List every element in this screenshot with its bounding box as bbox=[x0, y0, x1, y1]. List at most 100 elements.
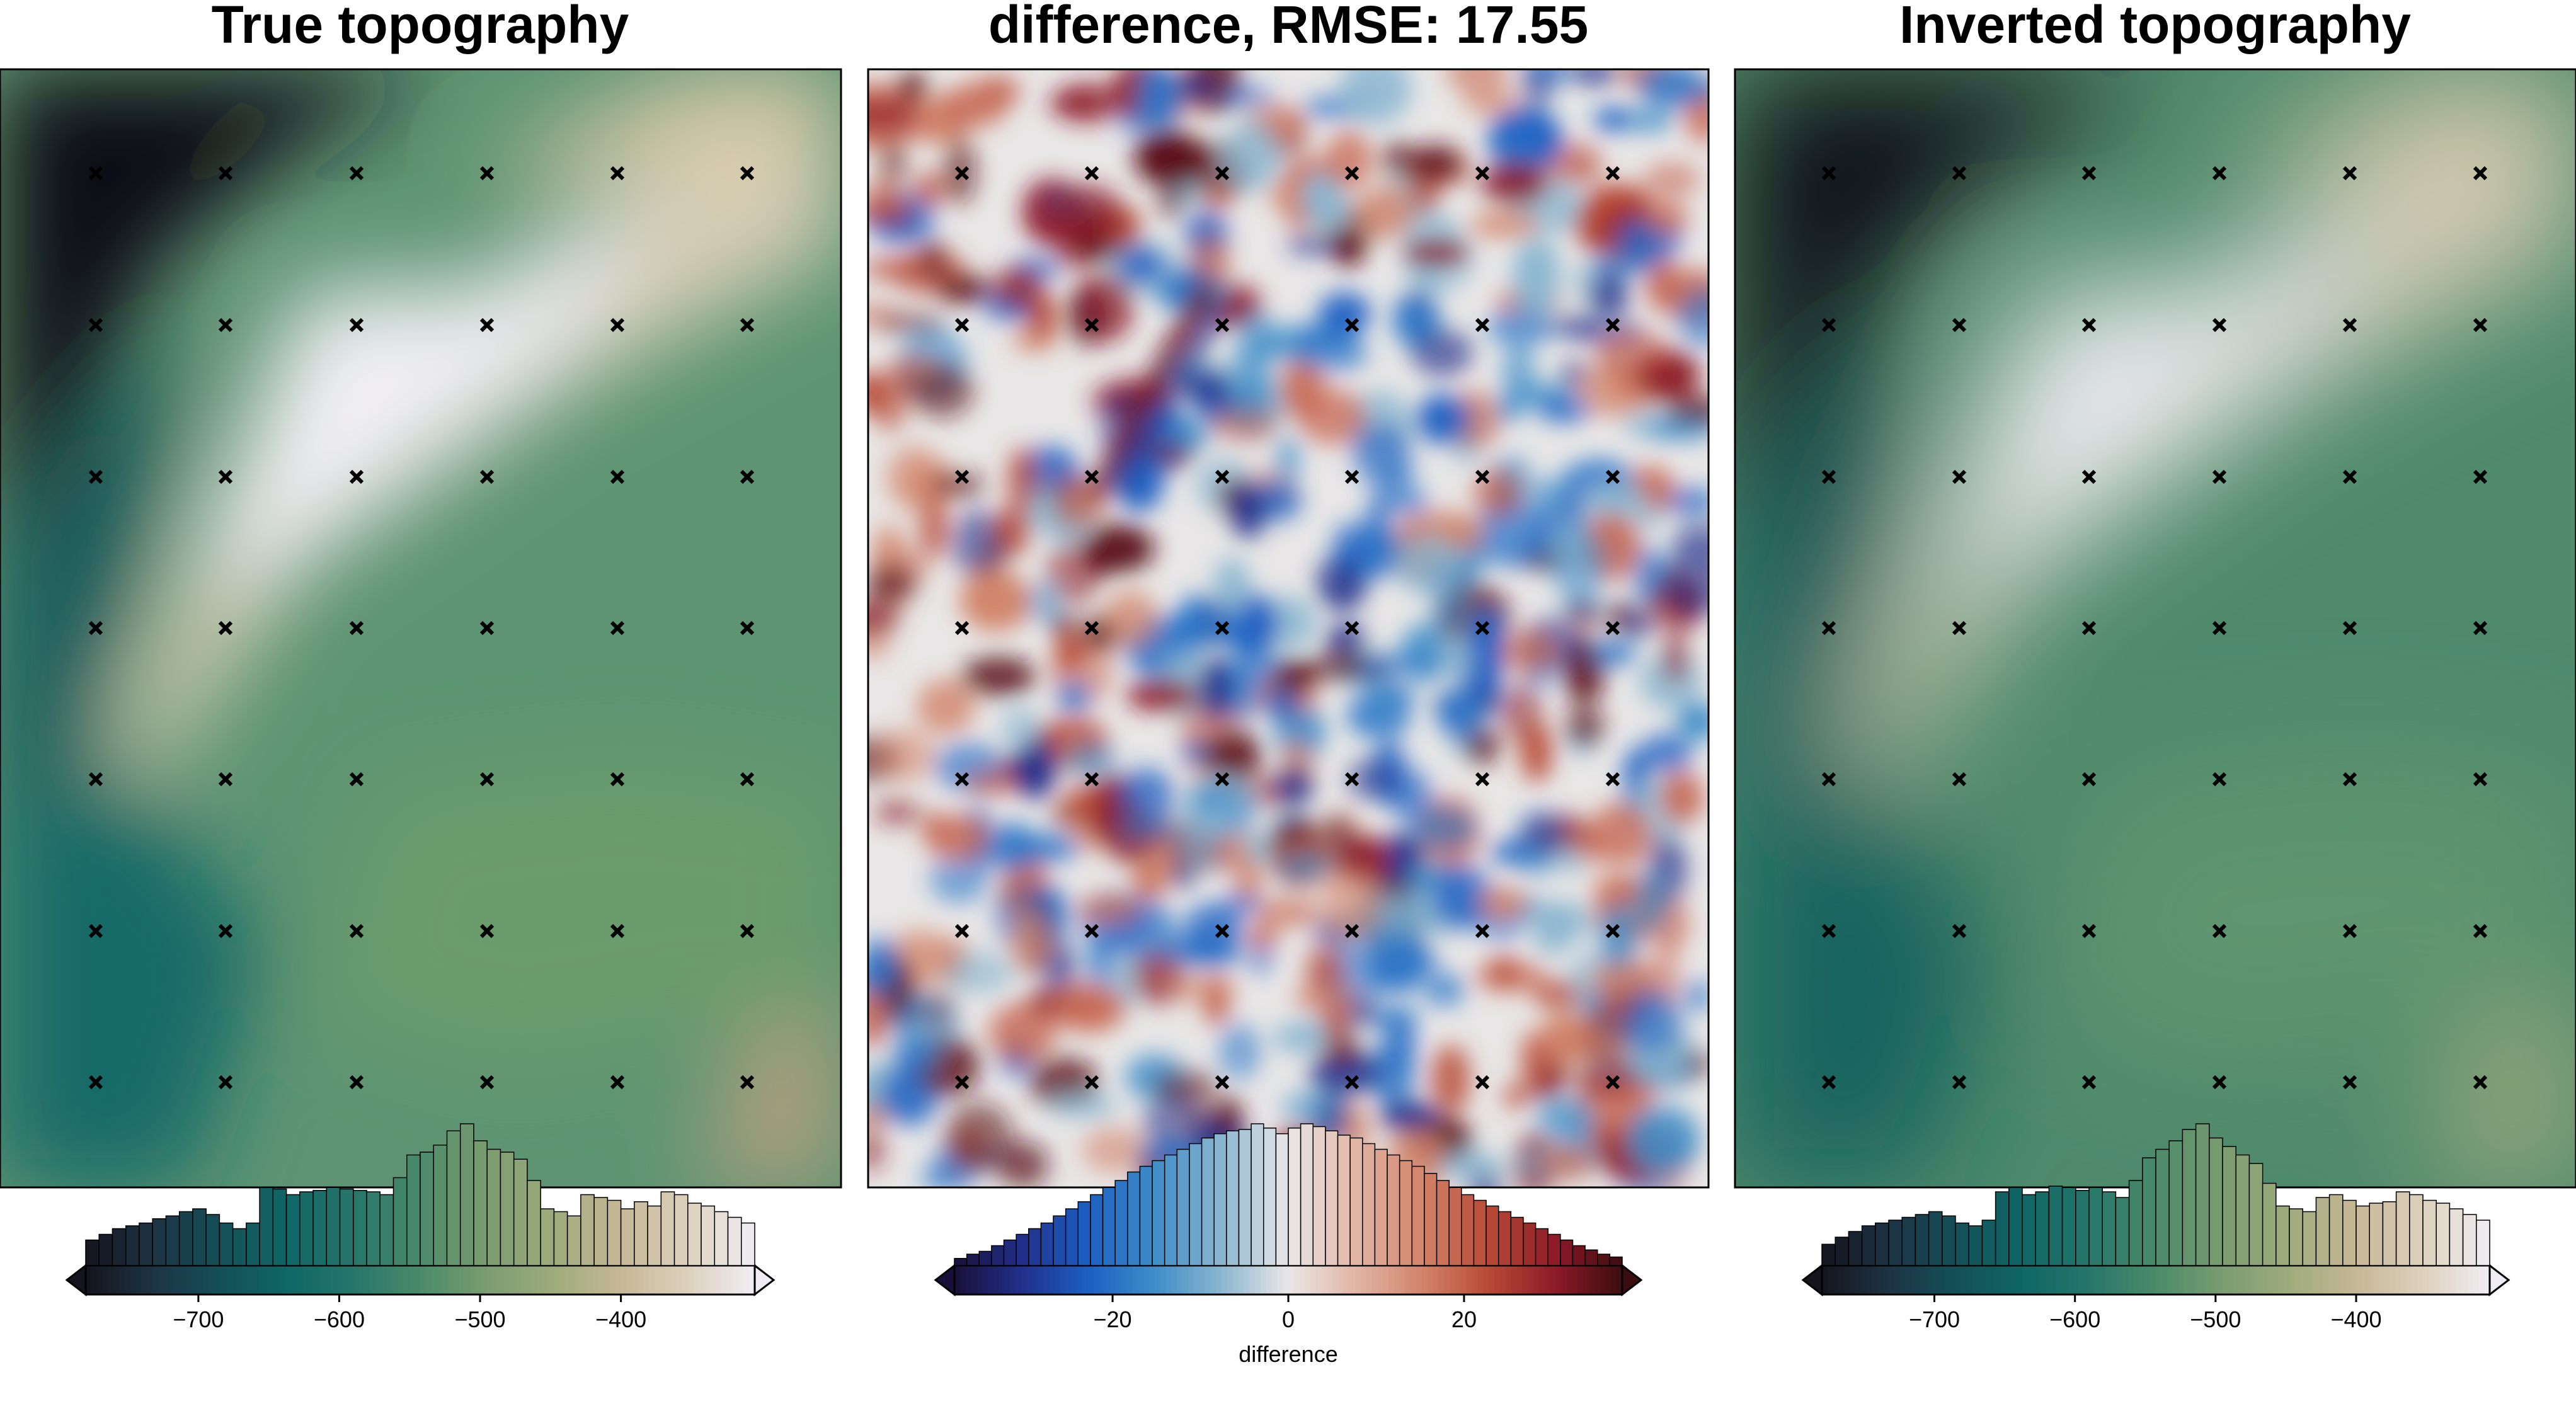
histogram-bar bbox=[966, 1254, 980, 1266]
colorbar-swatch bbox=[2089, 1266, 2095, 1295]
colorbar-swatch bbox=[2445, 1266, 2452, 1295]
colorbar-swatch bbox=[2306, 1266, 2313, 1295]
histogram-bar bbox=[1262, 1128, 1277, 1266]
colorbar-swatch bbox=[219, 1266, 226, 1295]
histogram-bar bbox=[673, 1194, 689, 1266]
colorbar-swatch bbox=[1288, 1266, 1295, 1295]
colorbar-swatch bbox=[554, 1266, 561, 1295]
colorbar-swatch bbox=[353, 1266, 360, 1295]
histogram-bar bbox=[178, 1211, 193, 1266]
colorbar-swatch bbox=[2100, 1266, 2107, 1295]
observation-marker bbox=[88, 772, 103, 787]
colorbar-swatch bbox=[1049, 1266, 1055, 1295]
observation-marker bbox=[2081, 923, 2097, 939]
observation-marker bbox=[1605, 772, 1620, 787]
histogram-bar bbox=[1003, 1239, 1017, 1266]
colorbar-swatch bbox=[493, 1266, 499, 1295]
histogram-bar bbox=[1362, 1143, 1376, 1266]
observation-marker bbox=[1475, 317, 1490, 333]
histogram-bar bbox=[205, 1214, 220, 1266]
colorbar-swatch bbox=[325, 1266, 332, 1295]
colorbar-swatch bbox=[665, 1266, 672, 1295]
histogram-bar bbox=[2449, 1208, 2464, 1266]
colorbar-swatch bbox=[2345, 1266, 2352, 1295]
histogram-bar bbox=[1609, 1256, 1623, 1266]
histogram-bar bbox=[366, 1191, 381, 1266]
observation-marker bbox=[740, 469, 755, 484]
observation-marker bbox=[1215, 923, 1230, 939]
histogram-bar bbox=[727, 1216, 742, 1266]
colorbar-swatch bbox=[498, 1266, 505, 1295]
colorbar-swatch bbox=[1093, 1266, 1100, 1295]
histogram-bar bbox=[2209, 1137, 2223, 1266]
histogram-bar bbox=[620, 1208, 635, 1266]
colorbar-swatch bbox=[648, 1266, 655, 1295]
colorbar-swatch bbox=[1422, 1266, 1428, 1295]
histogram-bar bbox=[701, 1205, 716, 1266]
colorbar-swatch bbox=[214, 1266, 220, 1295]
observation-marker bbox=[2212, 923, 2227, 939]
histogram-bar bbox=[139, 1222, 153, 1266]
colorbar-swatch bbox=[1899, 1266, 1906, 1295]
colorbar-swatch bbox=[1138, 1266, 1145, 1295]
colorbar-swatch bbox=[437, 1266, 444, 1295]
histogram-bar bbox=[1040, 1222, 1054, 1266]
colorbar-swatch bbox=[1472, 1266, 1479, 1295]
histogram-bar bbox=[1411, 1165, 1425, 1266]
histogram-bar bbox=[1152, 1160, 1165, 1266]
histogram-bar bbox=[339, 1188, 354, 1266]
colorbar-swatch bbox=[2367, 1266, 2374, 1295]
colorbar-difference: −20 0 20 difference bbox=[934, 1123, 1643, 1367]
colorbar-swatch bbox=[280, 1266, 287, 1295]
colorbar-swatch bbox=[2395, 1266, 2401, 1295]
colorbar-swatch bbox=[1332, 1266, 1339, 1295]
colorbar-swatch bbox=[1883, 1266, 1889, 1295]
histogram-bar bbox=[486, 1148, 501, 1266]
colorbar-swatch bbox=[1966, 1266, 1973, 1295]
colorbar-swatch bbox=[988, 1266, 994, 1295]
colorbar-swatch bbox=[1450, 1266, 1456, 1295]
colorbar-swatch bbox=[515, 1266, 522, 1295]
colorbar-swatch bbox=[141, 1266, 148, 1295]
observation-marker bbox=[1821, 620, 1836, 636]
colorbar-swatch bbox=[598, 1266, 605, 1295]
colorbar-swatch bbox=[1026, 1266, 1033, 1295]
observation-marker bbox=[1215, 317, 1230, 333]
colorbar-swatch bbox=[241, 1266, 248, 1295]
histogram-bar bbox=[1213, 1133, 1227, 1266]
histogram-bar bbox=[1485, 1205, 1499, 1266]
histogram-bar bbox=[1016, 1233, 1029, 1266]
histogram-bar bbox=[2061, 1187, 2076, 1266]
colorbar-swatch bbox=[1277, 1266, 1284, 1295]
colorbar-swatch bbox=[1916, 1266, 1923, 1295]
colorbar-swatch bbox=[1021, 1266, 1028, 1295]
histogram-bar bbox=[1584, 1249, 1598, 1266]
colorbar-tick-label: 0 bbox=[1282, 1306, 1295, 1332]
observation-marker bbox=[740, 620, 755, 636]
colorbar-swatch bbox=[509, 1266, 516, 1295]
histogram-bar bbox=[2248, 1163, 2264, 1266]
colorbar-swatch bbox=[2022, 1266, 2029, 1295]
histogram-bar bbox=[1596, 1254, 1611, 1266]
observation-marker bbox=[1344, 317, 1360, 333]
colorbar-swatch bbox=[1222, 1266, 1228, 1295]
colorbar-swatch bbox=[2478, 1266, 2485, 1295]
observation-marker bbox=[2081, 1075, 2097, 1090]
colorbar-swatch bbox=[2350, 1266, 2357, 1295]
observation-marker bbox=[1344, 772, 1360, 787]
histogram-bar bbox=[2302, 1211, 2317, 1266]
colorbar-swatch bbox=[454, 1266, 460, 1295]
colorbar-swatch bbox=[2384, 1266, 2390, 1295]
colorbar-swatch bbox=[2144, 1266, 2151, 1295]
histogram-bar bbox=[1981, 1220, 1996, 1266]
histogram-bar bbox=[85, 1239, 100, 1266]
colorbar-swatch bbox=[565, 1266, 571, 1295]
colorbar-swatch bbox=[1255, 1266, 1261, 1295]
observation-marker bbox=[2342, 772, 2357, 787]
colorbar-swatch bbox=[2256, 1266, 2262, 1295]
colorbar-swatch bbox=[2311, 1266, 2318, 1295]
colorbar-swatch bbox=[2228, 1266, 2235, 1295]
histogram-bar bbox=[2342, 1199, 2357, 1266]
histogram-bar bbox=[2035, 1191, 2050, 1266]
